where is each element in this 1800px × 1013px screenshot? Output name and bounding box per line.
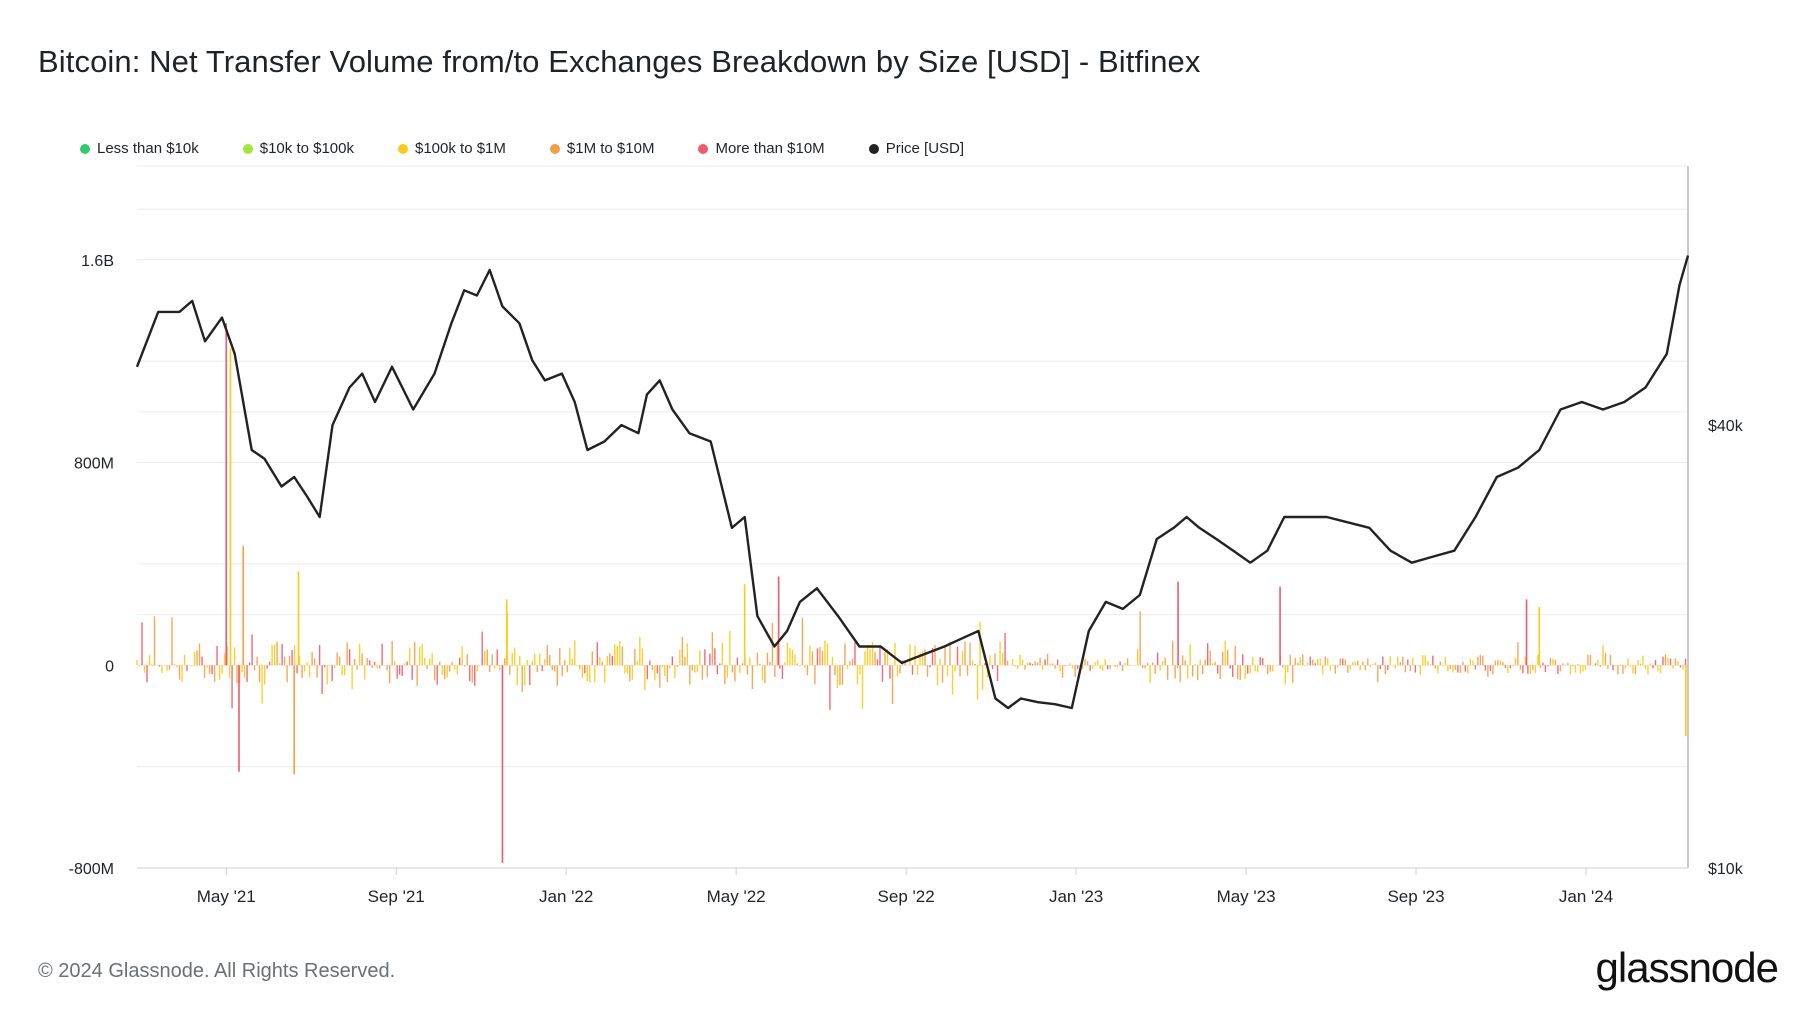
chart-legend: Less than $10k $10k to $100k $100k to $1… [80, 140, 964, 157]
y-right-tick-label: $40k [1708, 418, 1744, 435]
y-left-tick-label: -800M [69, 861, 114, 878]
legend-item-price[interactable]: Price [USD] [868, 140, 965, 157]
legend-item-1m-to-10m[interactable]: $1M to $10M [549, 140, 655, 157]
legend-dot-more-than-10m [698, 143, 709, 154]
legend-item-less-than-10k[interactable]: Less than $10k [80, 140, 199, 157]
x-tick-label: Sep '21 [368, 887, 425, 906]
x-tick-label: May '21 [197, 887, 256, 906]
x-tick-label: May '23 [1217, 887, 1276, 906]
y-right-tick-label: $10k [1708, 861, 1744, 878]
x-tick-label: May '22 [707, 887, 766, 906]
legend-item-100k-to-1m[interactable]: $100k to $1M [398, 140, 506, 157]
legend-dot-10k-to-100k [242, 143, 253, 154]
price-line [135, 255, 1690, 710]
x-tick-label: Jan '22 [539, 887, 593, 906]
x-tick-label: Sep '23 [1387, 887, 1444, 906]
legend-dot-less-than-10k [80, 143, 90, 154]
legend-item-more-than-10m[interactable]: More than $10M [698, 140, 825, 157]
legend-dot-1m-to-10m [549, 143, 560, 154]
x-tick-label: Jan '23 [1049, 887, 1103, 906]
legend-dot-100k-to-1m [398, 143, 408, 154]
legend-item-10k-to-100k[interactable]: $10k to $100k [242, 140, 354, 157]
legend-label-less-than-10k: Less than $10k [97, 140, 199, 157]
legend-label-100k-to-1m: $100k to $1M [415, 140, 506, 157]
legend-dot-price [868, 143, 879, 154]
legend-label-more-than-10m: More than $10M [715, 140, 825, 157]
legend-label-1m-to-10m: $1M to $10M [566, 140, 655, 157]
y-left-tick-label: 1.6B [81, 253, 114, 270]
y-left-tick-label: 0 [105, 658, 114, 675]
legend-label-price: Price [USD] [885, 140, 965, 157]
glassnode-logo: glassnode [1595, 944, 1779, 991]
legend-label-10k-to-100k: $10k to $100k [259, 140, 354, 157]
copyright-text: © 2024 Glassnode. All Rights Reserved. [38, 960, 396, 982]
x-tick-label: Sep '22 [878, 887, 935, 906]
chart-title: Bitcoin: Net Transfer Volume from/to Exc… [38, 44, 1201, 79]
x-tick-label: Jan '24 [1559, 887, 1613, 906]
y-left-tick-label: 800M [74, 456, 114, 473]
